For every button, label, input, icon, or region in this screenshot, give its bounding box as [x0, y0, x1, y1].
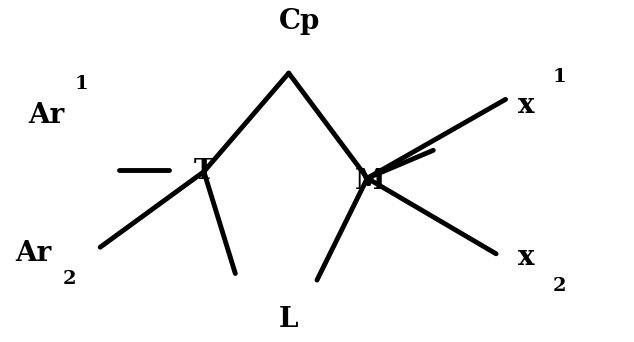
Text: 1: 1: [553, 68, 566, 86]
Text: Ar: Ar: [15, 240, 51, 267]
Text: L: L: [279, 306, 299, 333]
Text: 2: 2: [553, 277, 566, 295]
Text: T: T: [193, 158, 214, 185]
Text: M: M: [355, 168, 385, 195]
Text: x: x: [518, 92, 534, 119]
Text: x: x: [518, 244, 534, 271]
Text: Ar: Ar: [28, 102, 64, 129]
Text: 1: 1: [75, 75, 89, 93]
Text: Cp: Cp: [280, 8, 321, 35]
Text: 2: 2: [63, 270, 76, 288]
